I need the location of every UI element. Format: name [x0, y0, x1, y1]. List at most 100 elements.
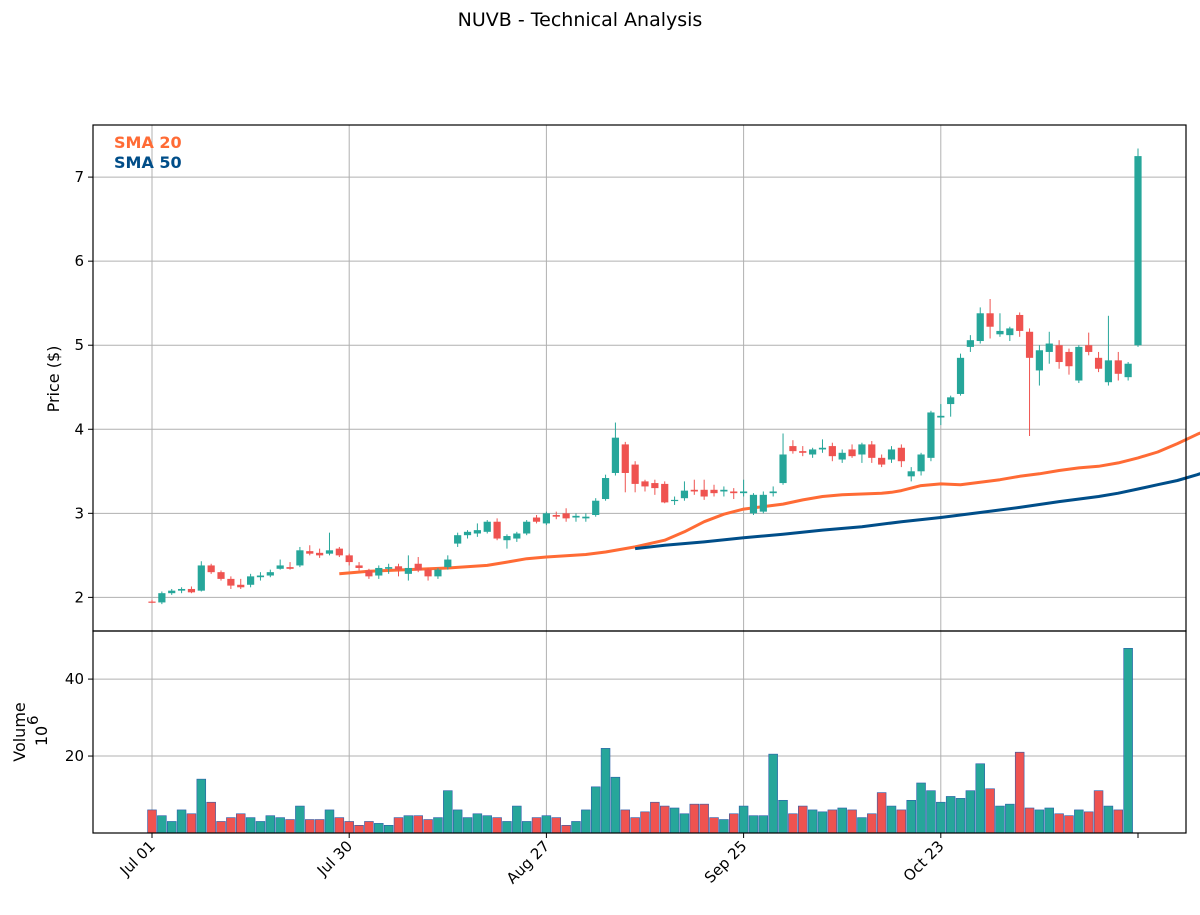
volume-bar-73: [867, 813, 877, 834]
legend-sma20: SMA 20: [114, 133, 182, 152]
volume-bar-34: [482, 815, 492, 834]
volume-bar-1: [157, 815, 167, 834]
volume-bar-98: [1113, 809, 1124, 834]
volume-bar-21: [354, 825, 364, 834]
volume-bar-58: [719, 819, 729, 834]
volume-bar-95: [1083, 811, 1094, 834]
candle-body-29: [434, 569, 442, 577]
candle-body-18: [325, 550, 334, 554]
legend-sma50: SMA 50: [114, 153, 182, 172]
volume-bar-40: [541, 815, 552, 834]
candle-48: [621, 441, 629, 493]
volume-bar-90: [1034, 809, 1045, 834]
volume-bar-3: [176, 809, 187, 834]
volume-bar-45: [590, 786, 601, 834]
candle-body-12: [266, 572, 274, 576]
candle-body-41: [552, 515, 560, 517]
candle-73: [868, 441, 876, 463]
candle-74: [878, 454, 886, 468]
candle-body-85: [986, 313, 994, 327]
volume-bar-5: [196, 778, 207, 834]
volume-bar-2: [166, 821, 177, 834]
candle-body-54: [680, 490, 689, 499]
candle-2: [168, 588, 176, 595]
candle-body-35: [493, 521, 501, 539]
candle-12: [266, 569, 274, 578]
volume-bar-44: [581, 809, 591, 834]
price-ytick-label-7: 7: [74, 168, 84, 186]
candle-69: [828, 442, 836, 462]
candle-53: [670, 496, 679, 505]
x-tick-label-1: Jul 30: [313, 837, 356, 880]
candle-10: [247, 573, 255, 588]
volume-scale-exponent: 6: [24, 715, 42, 725]
volume-bar-32: [462, 817, 473, 834]
volume-bar-93: [1064, 815, 1074, 834]
volume-scale-label: 10 6: [24, 715, 51, 746]
volume-bar-66: [798, 805, 808, 834]
candle-body-10: [247, 576, 255, 585]
candle-body-52: [661, 483, 669, 503]
candle-body-13: [276, 565, 284, 569]
candle-88: [1016, 312, 1024, 337]
volume-ytick-label-20: 20: [65, 747, 84, 765]
candle-body-31: [454, 535, 462, 544]
volume-bar-69: [827, 809, 838, 834]
candle-body-81: [947, 397, 955, 405]
volume-scale-base: 10: [32, 726, 51, 746]
candle-body-19: [335, 548, 343, 556]
candle-8: [227, 576, 235, 589]
candle-body-7: [217, 572, 225, 579]
volume-bar-56: [699, 803, 709, 834]
volume-bar-8: [226, 817, 236, 834]
candle-94: [1075, 345, 1083, 384]
candle-50: [641, 479, 649, 492]
volume-bar-82: [955, 798, 966, 834]
candle-body-100: [1134, 156, 1142, 346]
candle-86: [996, 313, 1004, 337]
candle-body-70: [838, 452, 846, 460]
candle-body-64: [779, 454, 787, 484]
volume-bar-18: [324, 809, 335, 834]
sma20-line: [339, 431, 1200, 576]
candle-body-8: [227, 578, 235, 586]
candle-body-62: [759, 494, 767, 512]
candle-14: [286, 562, 294, 570]
candle-body-77: [907, 471, 915, 477]
volume-bar-49: [630, 817, 640, 834]
candle-21: [355, 562, 363, 571]
candle-body-86: [996, 330, 1004, 335]
candle-body-59: [730, 491, 738, 494]
volume-bar-67: [807, 809, 818, 834]
volume-bar-38: [521, 821, 532, 834]
candle-body-25: [394, 566, 403, 570]
candle-body-97: [1104, 360, 1113, 383]
volume-bar-47: [610, 776, 621, 834]
volume-bar-50: [640, 811, 650, 834]
price-axes-frame: [92, 124, 1187, 632]
volume-bar-4: [186, 813, 197, 834]
candle-body-57: [710, 489, 718, 494]
volume-bar-80: [936, 801, 946, 834]
candle-72: [858, 442, 866, 463]
volume-bar-26: [403, 815, 414, 834]
candle-17: [316, 548, 324, 558]
price-gridlines: [93, 125, 1186, 631]
price-ytick-label-2: 2: [74, 588, 84, 606]
volume-bar-60: [738, 805, 749, 834]
volume-bar-39: [531, 817, 542, 834]
candle-0: [148, 599, 156, 604]
volume-axis-label: Volume: [10, 702, 29, 762]
candle-5: [197, 561, 205, 592]
candle-body-37: [513, 533, 521, 539]
candle-body-56: [700, 489, 708, 497]
candle-body-93: [1065, 351, 1073, 367]
candle-body-90: [1035, 350, 1043, 371]
candle-79: [927, 410, 935, 462]
candle-body-82: [956, 357, 965, 394]
volume-bar-13: [275, 817, 285, 834]
volume-bar-97: [1103, 805, 1114, 834]
candle-82: [956, 353, 965, 396]
candle-35: [493, 518, 501, 541]
